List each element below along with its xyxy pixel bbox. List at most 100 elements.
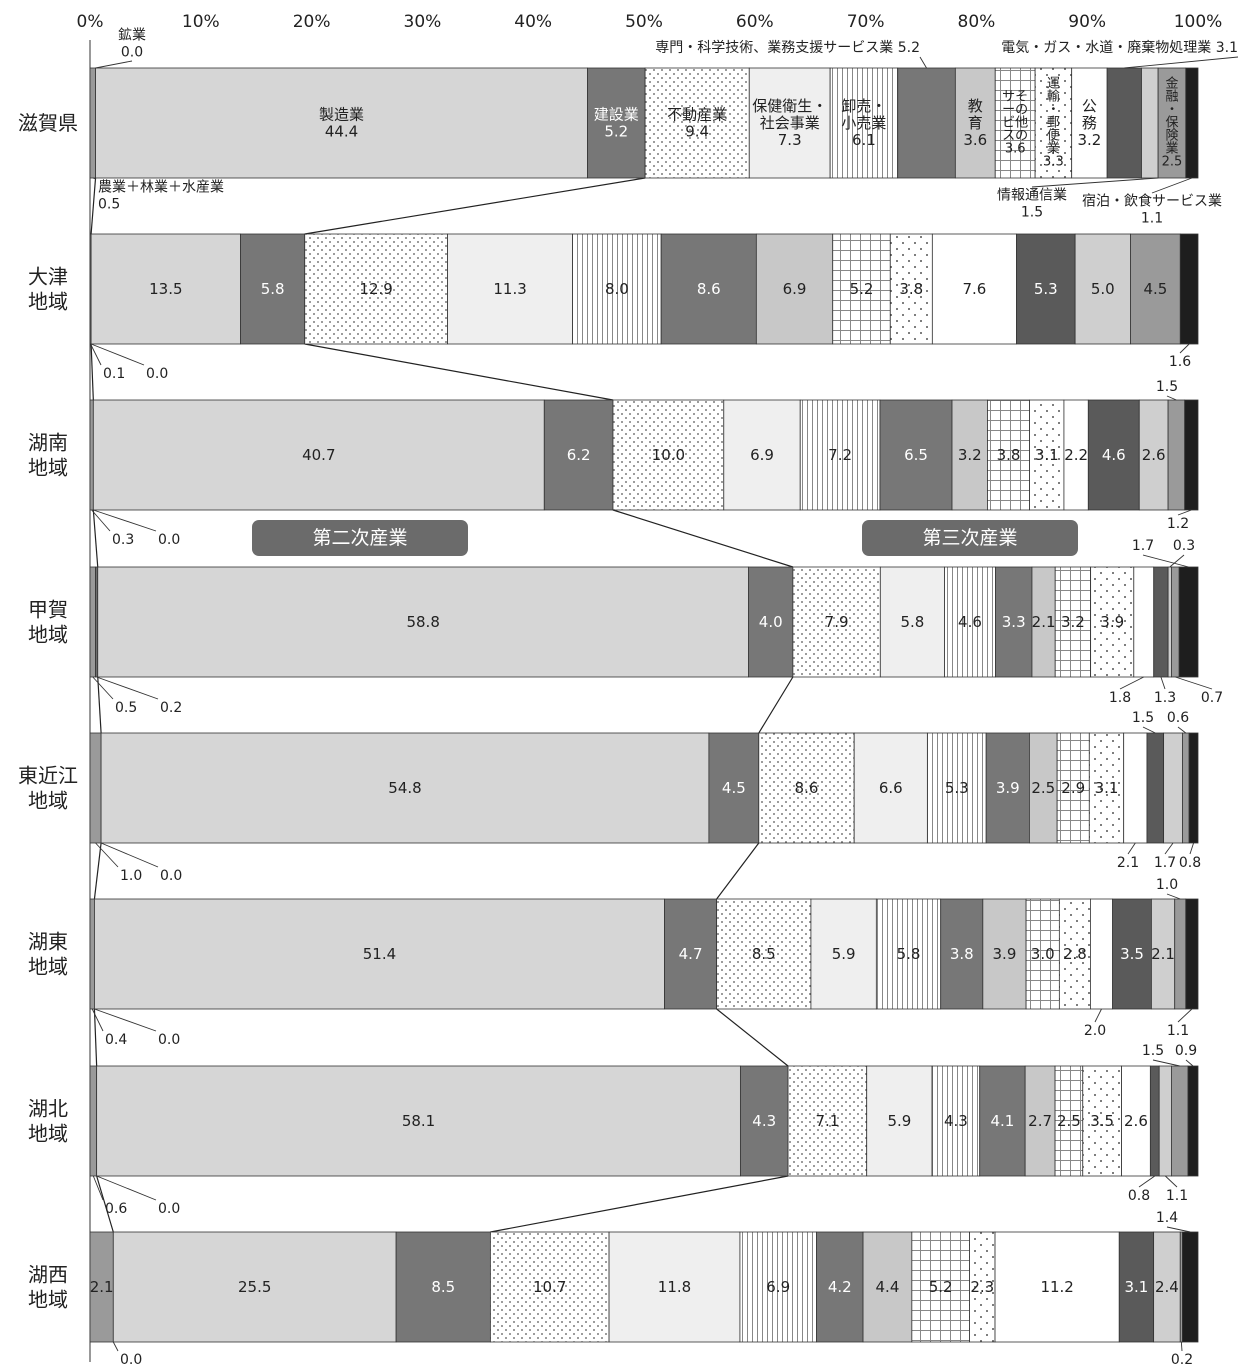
callout-label: 1.7 bbox=[1154, 855, 1176, 871]
callout-label: 1.5 bbox=[1132, 710, 1154, 726]
callout-label: 0.4 bbox=[105, 1032, 127, 1048]
callout-leader bbox=[95, 60, 133, 69]
data-label: 4.5 bbox=[1143, 280, 1167, 298]
connector-line bbox=[716, 1008, 789, 1067]
callout-leader bbox=[1177, 509, 1192, 516]
data-label: 4.6 bbox=[958, 613, 982, 631]
callout-leader bbox=[1127, 842, 1136, 855]
bar-segment bbox=[100, 732, 710, 844]
bar-segment bbox=[1167, 566, 1172, 678]
bar-segment bbox=[89, 732, 102, 844]
connector-line bbox=[97, 676, 102, 734]
bar-segment bbox=[994, 67, 1036, 179]
data-label: 7.2 bbox=[828, 446, 852, 464]
bar-segment bbox=[816, 1231, 864, 1343]
data-label: 6.9 bbox=[783, 280, 807, 298]
callout-label: 2.0 bbox=[1084, 1023, 1106, 1039]
x-tick-label: 70% bbox=[847, 12, 885, 32]
bar-segment bbox=[90, 233, 241, 345]
bar-segment bbox=[739, 1231, 817, 1343]
data-label: 54.8 bbox=[388, 779, 421, 797]
data-label: 2.4 bbox=[1155, 1278, 1179, 1296]
callout-leader bbox=[1142, 726, 1156, 734]
callout-leader bbox=[1138, 1175, 1156, 1188]
data-label: 4.2 bbox=[828, 1278, 852, 1296]
callout-leader bbox=[92, 1175, 104, 1201]
callout-label: 農業＋林業＋水産業 0.5 bbox=[98, 180, 224, 213]
connector-line bbox=[90, 343, 94, 401]
callout-leader bbox=[1180, 1341, 1183, 1352]
bar-segment bbox=[1133, 566, 1155, 678]
callout-label: 1.7 bbox=[1132, 538, 1154, 554]
data-label: 5.2 bbox=[850, 280, 874, 298]
callout-label: 0.8 bbox=[1179, 855, 1201, 871]
data-label: 4.7 bbox=[679, 945, 703, 963]
data-label: 3.9 bbox=[1100, 613, 1124, 631]
connector-line bbox=[96, 1175, 114, 1233]
callout-label: 0.3 bbox=[112, 532, 134, 548]
bar-segment bbox=[89, 898, 95, 1010]
bar-segment bbox=[889, 233, 933, 345]
data-label: 5.9 bbox=[832, 945, 856, 963]
data-label: 公務 3.2 bbox=[1077, 97, 1101, 149]
callout-label: 0.3 bbox=[1173, 538, 1195, 554]
bar-segment bbox=[995, 566, 1033, 678]
x-tick-label: 90% bbox=[1068, 12, 1106, 32]
data-label: 2.5 bbox=[1031, 779, 1055, 797]
callout-label: 0.6 bbox=[105, 1201, 127, 1217]
x-tick-label: 10% bbox=[182, 12, 220, 32]
region-label: 東近江地域 bbox=[18, 764, 78, 813]
callout-label: 宿泊・飲食サービス業 1.1 bbox=[1082, 193, 1222, 227]
data-label: 卸売・小売業 6.1 bbox=[841, 97, 886, 149]
data-label: 3.9 bbox=[996, 779, 1020, 797]
callout-leader bbox=[96, 676, 159, 700]
bar-segment bbox=[954, 67, 996, 179]
data-label: 7.6 bbox=[962, 280, 986, 298]
region-label: 湖西地域 bbox=[28, 1263, 68, 1312]
data-label: 4.1 bbox=[991, 1112, 1015, 1130]
x-tick-label: 60% bbox=[736, 12, 774, 32]
callout-leader bbox=[919, 56, 927, 69]
data-label: 10.0 bbox=[652, 446, 685, 464]
callout-label: 1.8 bbox=[1109, 690, 1131, 706]
bar-segment bbox=[94, 898, 665, 1010]
bar-segment bbox=[1185, 67, 1199, 179]
callout-label: 0.9 bbox=[1175, 1043, 1197, 1059]
bar-segment bbox=[1141, 67, 1159, 179]
data-label: 3.8 bbox=[950, 945, 974, 963]
callout-label: 0.7 bbox=[1201, 690, 1223, 706]
bar-segment bbox=[1090, 566, 1135, 678]
data-label: 6.2 bbox=[567, 446, 591, 464]
bar-segment bbox=[755, 233, 834, 345]
data-label: 5.0 bbox=[1091, 280, 1115, 298]
data-label: 51.4 bbox=[363, 945, 396, 963]
bar-segment bbox=[1163, 732, 1183, 844]
bar-segment bbox=[1138, 399, 1169, 511]
bar-segment bbox=[89, 566, 96, 678]
callout-leader bbox=[100, 842, 159, 868]
callout-leader bbox=[92, 177, 97, 180]
connector-line bbox=[304, 343, 614, 401]
bar-segment bbox=[304, 233, 448, 345]
bar-segment bbox=[708, 732, 760, 844]
data-label: 40.7 bbox=[302, 446, 335, 464]
bar-segment bbox=[994, 1231, 1120, 1343]
callout-leader bbox=[93, 509, 157, 532]
data-label: 7.1 bbox=[815, 1112, 839, 1130]
data-label: 2.5 bbox=[1057, 1112, 1081, 1130]
callout-leader bbox=[1164, 842, 1174, 855]
bar-segment bbox=[748, 67, 831, 179]
group-label: 第三次産業 bbox=[922, 527, 1017, 549]
data-label: 4.5 bbox=[722, 779, 746, 797]
bar-segment bbox=[792, 566, 881, 678]
callout-label: 0.0 bbox=[120, 1352, 142, 1368]
connector-line bbox=[612, 509, 794, 568]
callout-leader bbox=[1189, 842, 1194, 855]
connector-line bbox=[758, 676, 794, 734]
data-label: 7.9 bbox=[825, 613, 849, 631]
bar-segment bbox=[1167, 399, 1186, 511]
callout-labels: 農業＋林業＋水産業 0.5 鉱業 0.0 専門・科学技術、業務支援サービス業 5.2 電気… bbox=[90, 27, 1239, 1368]
bar-segment bbox=[1071, 67, 1108, 179]
bar-segment bbox=[1106, 67, 1142, 179]
